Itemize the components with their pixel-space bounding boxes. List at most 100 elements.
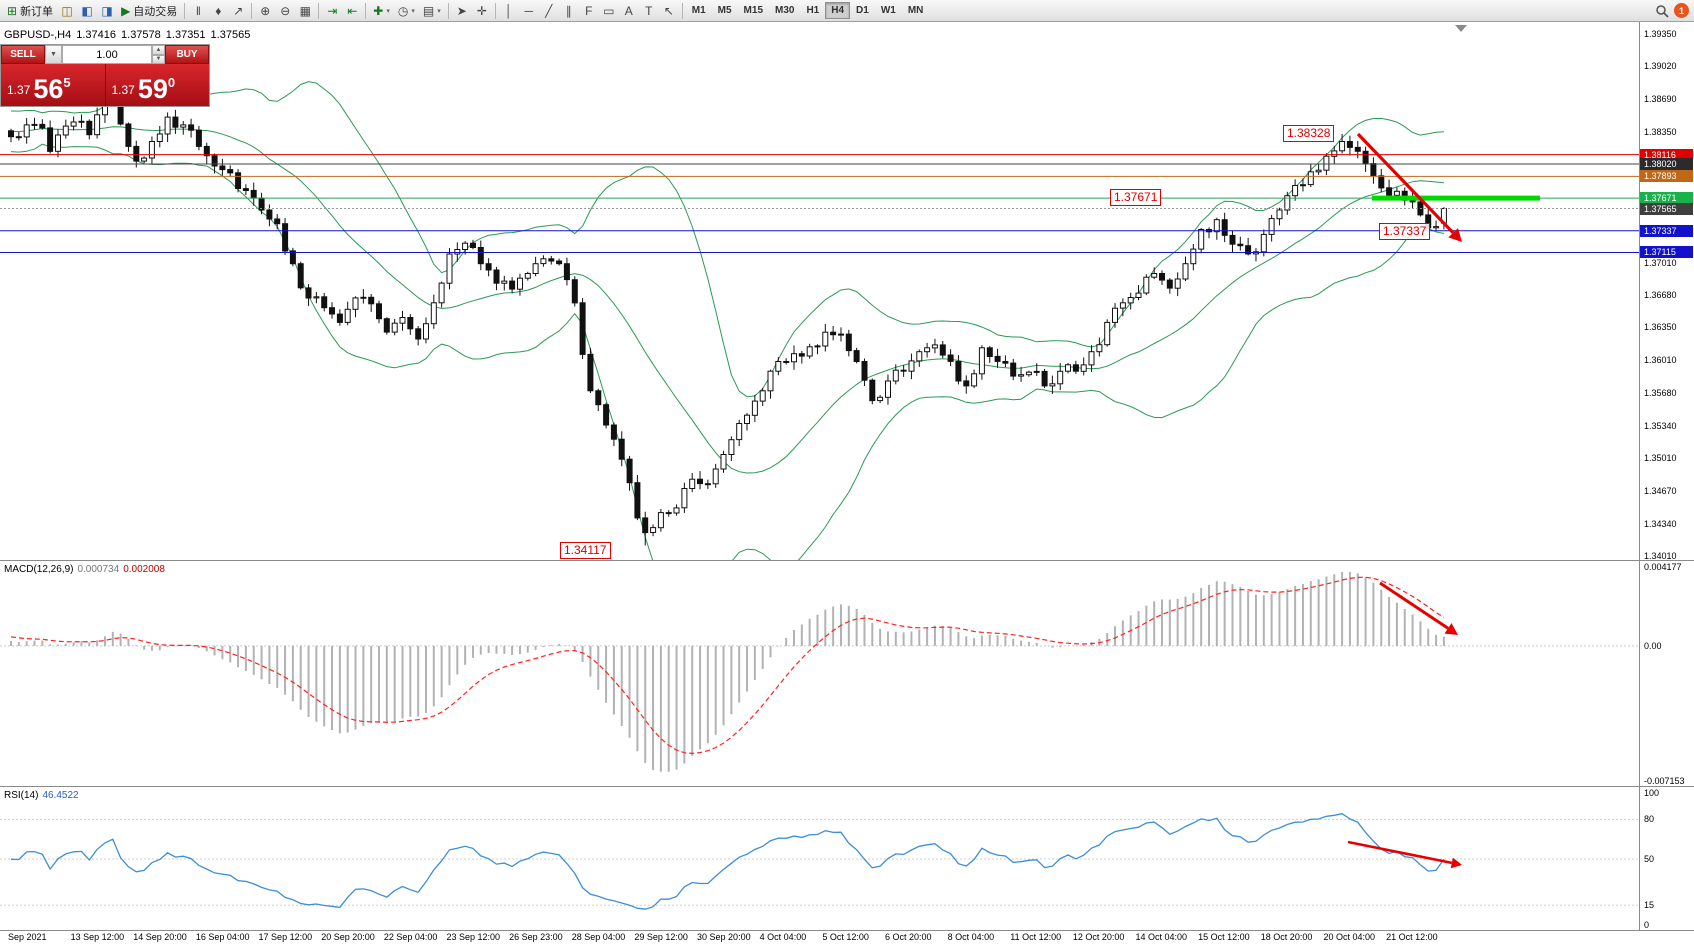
time-axis-label: 23 Sep 12:00 (446, 932, 501, 942)
auto-scroll-button[interactable]: ⇥ (322, 2, 342, 20)
auto-scroll-icon: ⇥ (327, 3, 338, 18)
price-axis-label: 1.39020 (1644, 61, 1677, 72)
cursor-icon: ➤ (456, 3, 467, 18)
timeframe-mn-button[interactable]: MN (902, 2, 930, 19)
fibonacci-icon: F (585, 3, 593, 18)
candlestick-chart-button[interactable]: ♦ (208, 2, 228, 20)
chart-window-button[interactable]: ◫ (57, 2, 77, 20)
price-chart (0, 25, 1640, 560)
time-axis-label: 5 Oct 12:00 (822, 932, 869, 942)
crosshair-icon: ✛ (476, 3, 487, 18)
autotrading-button[interactable]: ▶ 自动交易 (117, 2, 181, 20)
channel-button[interactable]: ∥ (559, 2, 579, 20)
cursor-button[interactable]: ➤ (452, 2, 472, 20)
price-axis-label: 1.35680 (1644, 387, 1677, 398)
rsi-indicator-panel: 100 80 50 15 0 RSI(14) 46.4522 (0, 786, 1694, 930)
price-annotation[interactable]: 1.37671 (1110, 189, 1162, 206)
trendline-button[interactable]: ╱ (539, 2, 559, 20)
close-value: 1.37565 (210, 29, 251, 41)
price-axis-label: 1.38690 (1644, 93, 1677, 104)
buy-price-prefix: 1.37 (111, 83, 135, 97)
bollinger-upper-band (10, 81, 1444, 398)
macd-name: MACD(12,26,9) (4, 564, 74, 575)
price-axis-label: 1.34010 (1644, 550, 1677, 561)
lot-size-input[interactable] (62, 45, 152, 64)
macd-main-value: 0.000734 (77, 564, 120, 575)
macd-histogram (10, 571, 1445, 772)
trend-arrow-head (1450, 857, 1462, 869)
text-label-icon: T (645, 3, 653, 18)
macd-axis: 0.004177 0.00 -0.007153 (1639, 561, 1694, 786)
lot-increase-button[interactable]: ▲ (152, 45, 165, 55)
price-annotation[interactable]: 1.38328 (1283, 125, 1335, 142)
toolbar-separator (494, 2, 496, 19)
crosshair-button[interactable]: ✛ (472, 2, 492, 20)
market-watch-icon: ◧ (81, 3, 93, 18)
new-order-icon: ⊞ (7, 3, 18, 18)
new-order-button[interactable]: ⊞ 新订单 (3, 2, 57, 20)
macd-signal-value: 0.002008 (123, 564, 165, 575)
zoom-in-icon: ⊕ (260, 3, 271, 18)
time-axis[interactable]: Sep 2021 13 Sep 12:00 14 Sep 20:00 16 Sep 0… (0, 930, 1694, 945)
price-annotation[interactable]: 1.34117 (560, 542, 611, 559)
fibonacci-button[interactable]: F (579, 2, 599, 20)
channel-icon: ∥ (565, 3, 572, 18)
timeframe-h4-button[interactable]: H4 (825, 2, 851, 19)
zoom-out-button[interactable]: ⊖ (275, 2, 295, 20)
trend-arrow[interactable] (1379, 581, 1449, 630)
rsi-axis: 100 80 50 15 0 (1639, 787, 1694, 930)
timeframe-m30-button[interactable]: M30 (769, 2, 800, 19)
price-annotation[interactable]: 1.37337 (1379, 223, 1431, 240)
trend-arrow[interactable] (1347, 840, 1453, 865)
tile-windows-button[interactable]: ▦ (295, 2, 315, 20)
navigator-button[interactable]: ◨ (97, 2, 117, 20)
price-tag: 1.37337 (1640, 224, 1693, 237)
timeframe-m1-button[interactable]: M1 (686, 2, 712, 19)
vertical-line-button[interactable]: │ (499, 2, 519, 20)
shapes-button[interactable]: ▭ (599, 2, 619, 20)
sell-button[interactable]: SELL (1, 45, 45, 64)
rsi-name: RSI(14) (4, 790, 39, 801)
buy-price-main: 59 (137, 74, 168, 105)
sell-price[interactable]: 1.37 56 5 (1, 64, 105, 106)
periods-button[interactable]: ◷ ▾ (394, 2, 419, 20)
timeframe-w1-button[interactable]: W1 (875, 2, 902, 19)
templates-button[interactable]: ▤ ▾ (419, 2, 445, 20)
bar-chart-button[interactable]: ‖ (188, 2, 208, 20)
buy-price[interactable]: 1.37 59 0 (104, 64, 210, 106)
indicators-button[interactable]: ✚ ▾ (369, 2, 394, 20)
timeframe-h1-button[interactable]: H1 (800, 2, 825, 19)
time-axis-label: 20 Sep 20:00 (321, 932, 375, 942)
buy-button[interactable]: BUY (165, 45, 209, 64)
candlestick-chart-icon: ♦ (215, 3, 222, 18)
price-tag: 1.38116 (1640, 148, 1693, 161)
price-axis-label: 1.39350 (1644, 29, 1677, 40)
trend-arrow-head (1448, 228, 1462, 242)
price-axis-label: 1.34340 (1644, 518, 1677, 529)
lot-stepper: ▲ ▼ (152, 45, 165, 64)
price-tag: 1.38020 (1640, 158, 1693, 171)
timeframe-d1-button[interactable]: D1 (850, 2, 875, 19)
line-chart-button[interactable]: ↗ (228, 2, 248, 20)
lot-decrease-button[interactable]: ▼ (152, 54, 165, 64)
chart-shift-button[interactable]: ⇤ (342, 2, 362, 20)
notification-badge[interactable]: 1 (1674, 3, 1689, 18)
text-label-button[interactable]: T (639, 2, 659, 20)
horizontal-line-button[interactable]: ─ (519, 2, 539, 20)
trend-arrow[interactable] (1356, 132, 1455, 234)
timeframe-m15-button[interactable]: M15 (738, 2, 769, 19)
high-value: 1.37578 (121, 29, 161, 41)
text-button[interactable]: A (619, 2, 639, 20)
price-axis-label: 1.37010 (1644, 257, 1677, 268)
rsi-chart (0, 813, 1640, 910)
zoom-in-button[interactable]: ⊕ (255, 2, 275, 20)
market-watch-button[interactable]: ◧ (77, 2, 97, 20)
arrow-tool-icon: ↖ (663, 3, 674, 18)
chart-shift-marker[interactable] (1455, 25, 1467, 32)
timeframe-m5-button[interactable]: M5 (712, 2, 738, 19)
chevron-down-icon: ▼ (50, 51, 57, 58)
arrow-tool-button[interactable]: ↖ (659, 2, 679, 20)
order-type-dropdown[interactable]: ▼ (45, 45, 62, 64)
search-icon[interactable] (1655, 4, 1669, 18)
time-axis-label: 28 Sep 04:00 (571, 932, 626, 942)
